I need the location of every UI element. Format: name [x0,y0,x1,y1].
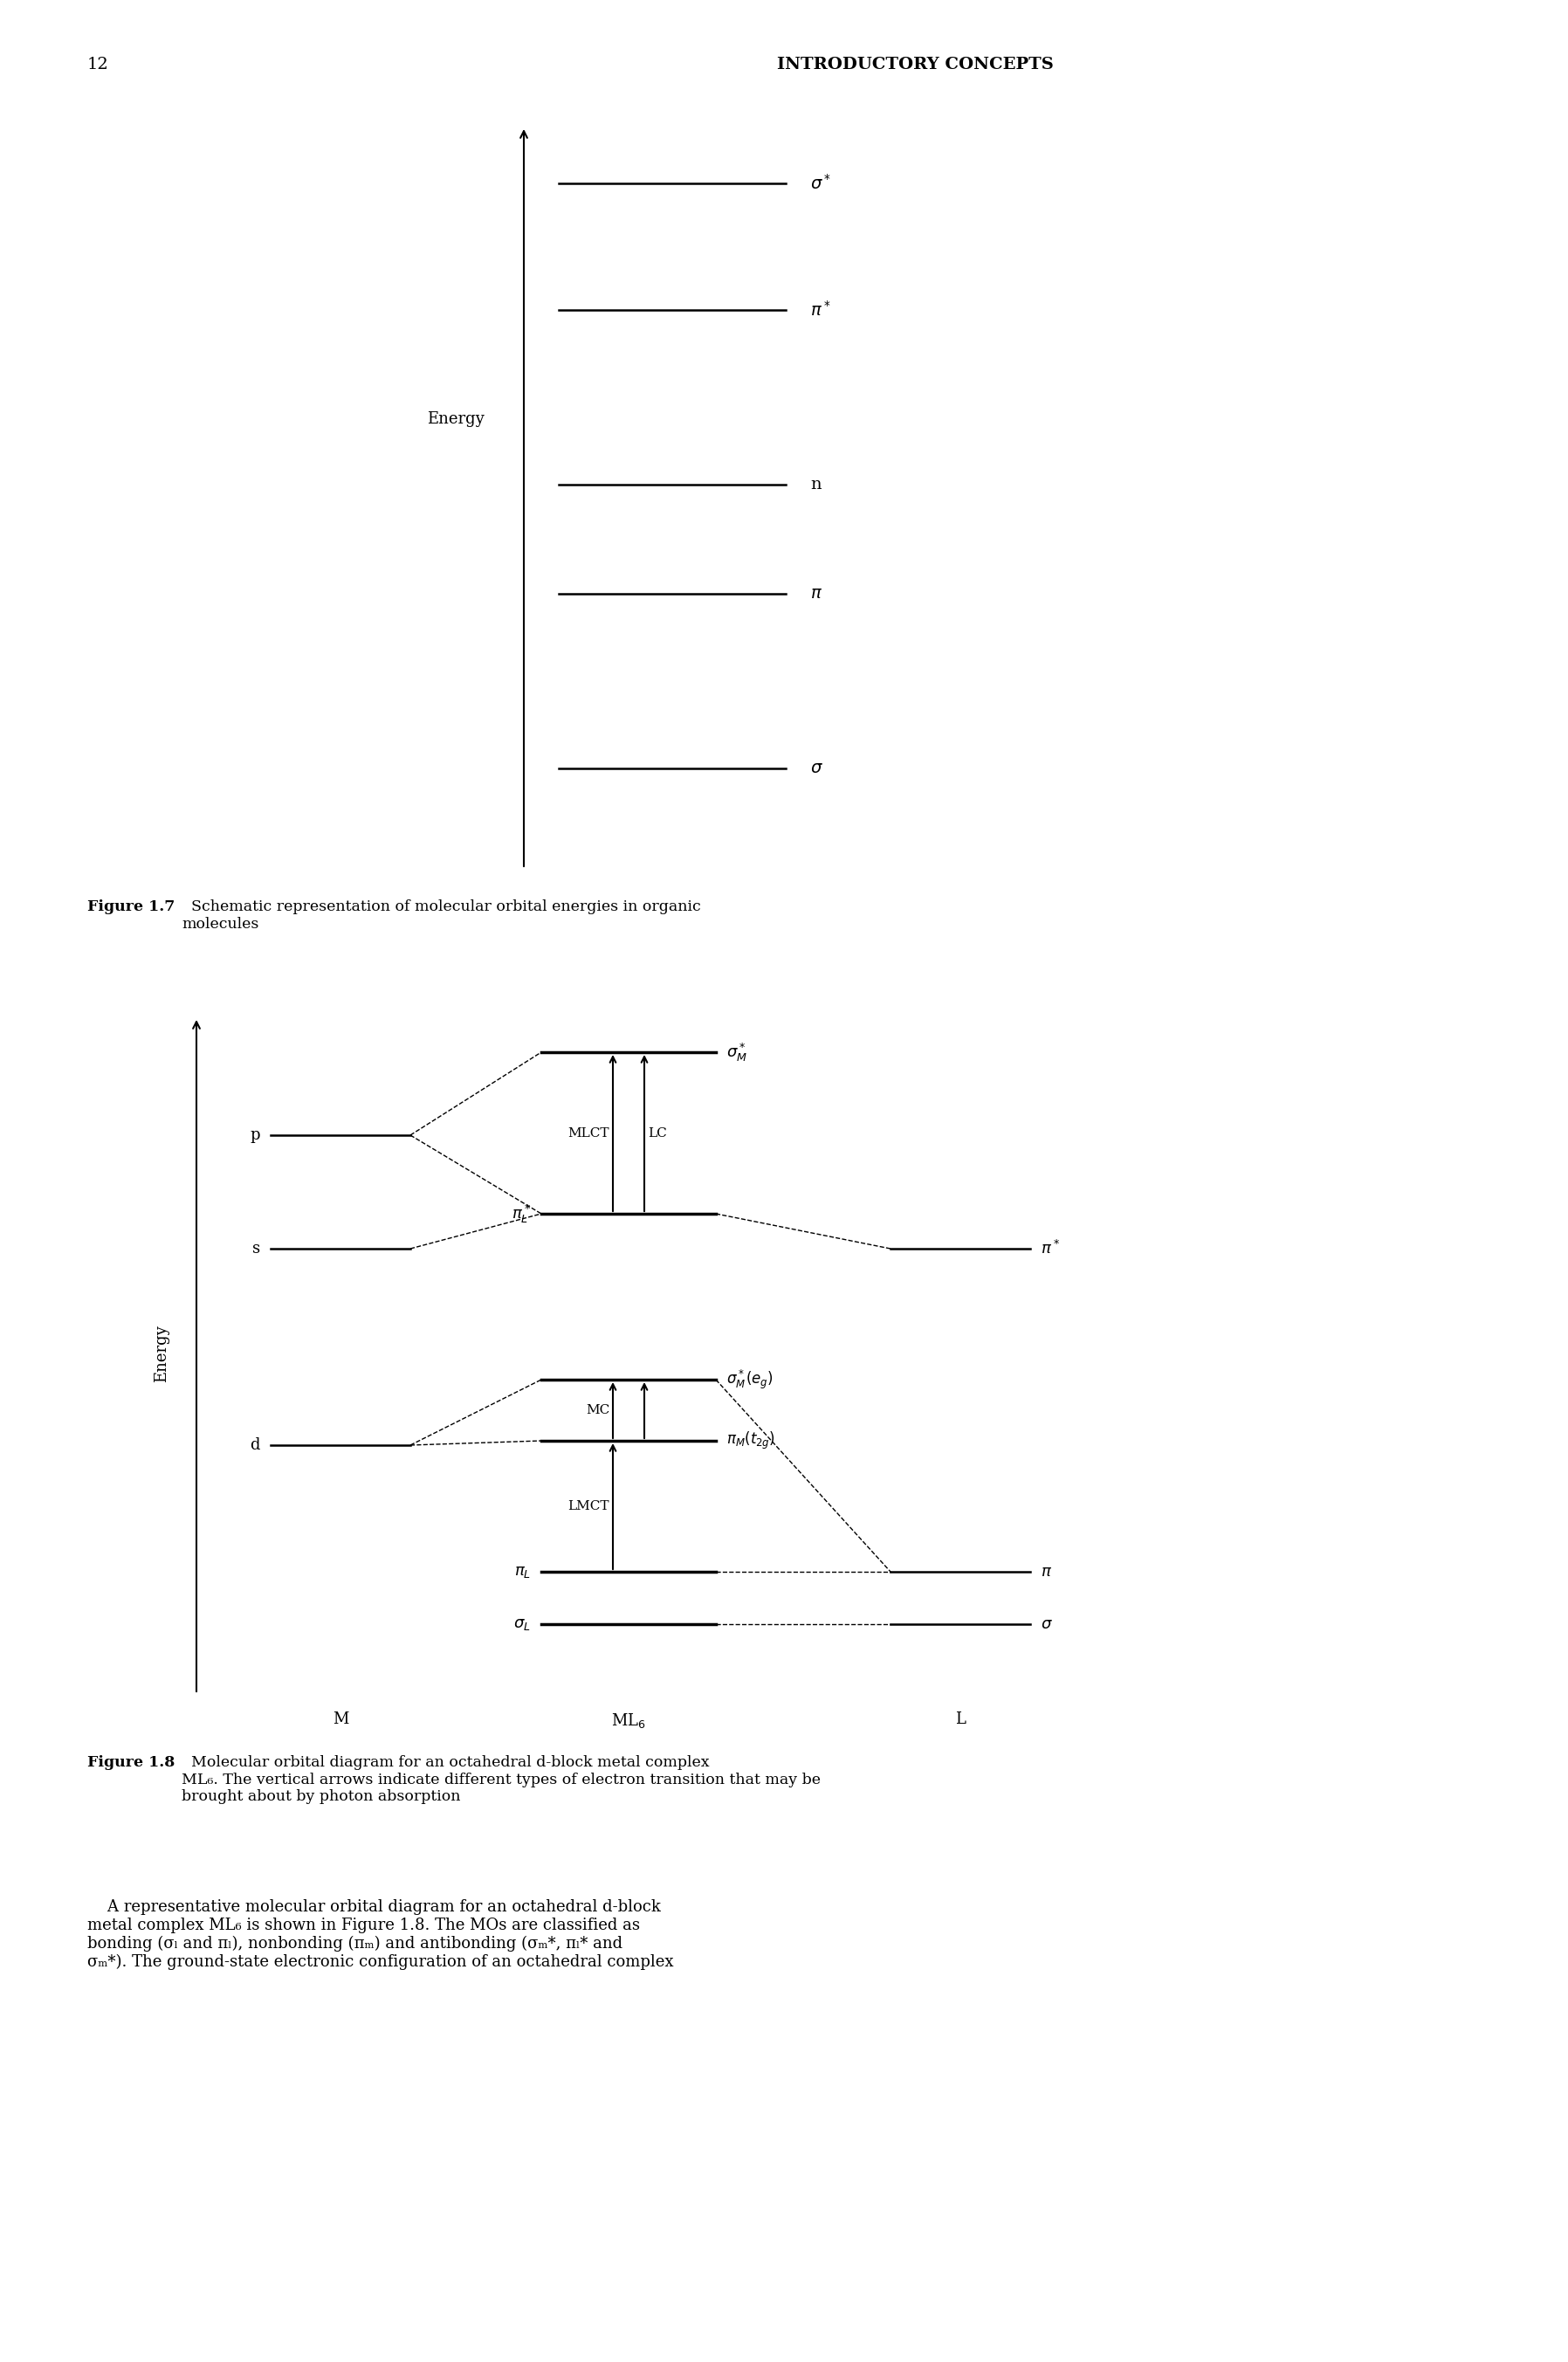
Text: A representative molecular orbital diagram for an octahedral d-block
metal compl: A representative molecular orbital diagr… [88,1899,674,1970]
Text: $\pi$: $\pi$ [811,586,822,602]
Text: ML$_6$: ML$_6$ [612,1712,646,1729]
Text: $\sigma^*$: $\sigma^*$ [811,175,831,194]
Text: Figure 1.8: Figure 1.8 [88,1755,174,1769]
Text: $\pi$: $\pi$ [1041,1564,1052,1580]
Text: INTRODUCTORY CONCEPTS: INTRODUCTORY CONCEPTS [776,57,1054,73]
Text: n: n [811,477,822,494]
Text: Energy: Energy [154,1325,169,1382]
Text: LMCT: LMCT [568,1500,610,1512]
Text: M: M [332,1712,348,1727]
Text: $\sigma_M^*$: $\sigma_M^*$ [726,1042,748,1063]
Text: $\sigma_L$: $\sigma_L$ [514,1616,532,1632]
Text: Figure 1.7: Figure 1.7 [88,900,176,914]
Text: $\pi_M(t_{2g})$: $\pi_M(t_{2g})$ [726,1431,775,1450]
Text: $\pi^*$: $\pi^*$ [811,300,831,319]
Text: $\sigma$: $\sigma$ [811,761,823,777]
Text: 12: 12 [88,57,108,73]
Text: Energy: Energy [426,411,485,428]
Text: MC: MC [585,1403,610,1417]
Text: $\pi_L^*$: $\pi_L^*$ [511,1202,532,1226]
Text: LC: LC [648,1127,666,1138]
Text: $\sigma_M^*(e_g)$: $\sigma_M^*(e_g)$ [726,1368,773,1391]
Text: $\pi^*$: $\pi^*$ [1041,1240,1060,1257]
Text: $\sigma$: $\sigma$ [1041,1616,1052,1632]
Text: Schematic representation of molecular orbital energies in organic
molecules: Schematic representation of molecular or… [182,900,701,931]
Text: $\pi_L$: $\pi_L$ [514,1564,532,1580]
Text: MLCT: MLCT [568,1127,610,1138]
Text: d: d [251,1438,260,1453]
Text: s: s [252,1240,260,1257]
Text: p: p [251,1127,260,1143]
Text: Molecular orbital diagram for an octahedral d-block metal complex
ML₆. The verti: Molecular orbital diagram for an octahed… [182,1755,820,1805]
Text: L: L [955,1712,966,1727]
